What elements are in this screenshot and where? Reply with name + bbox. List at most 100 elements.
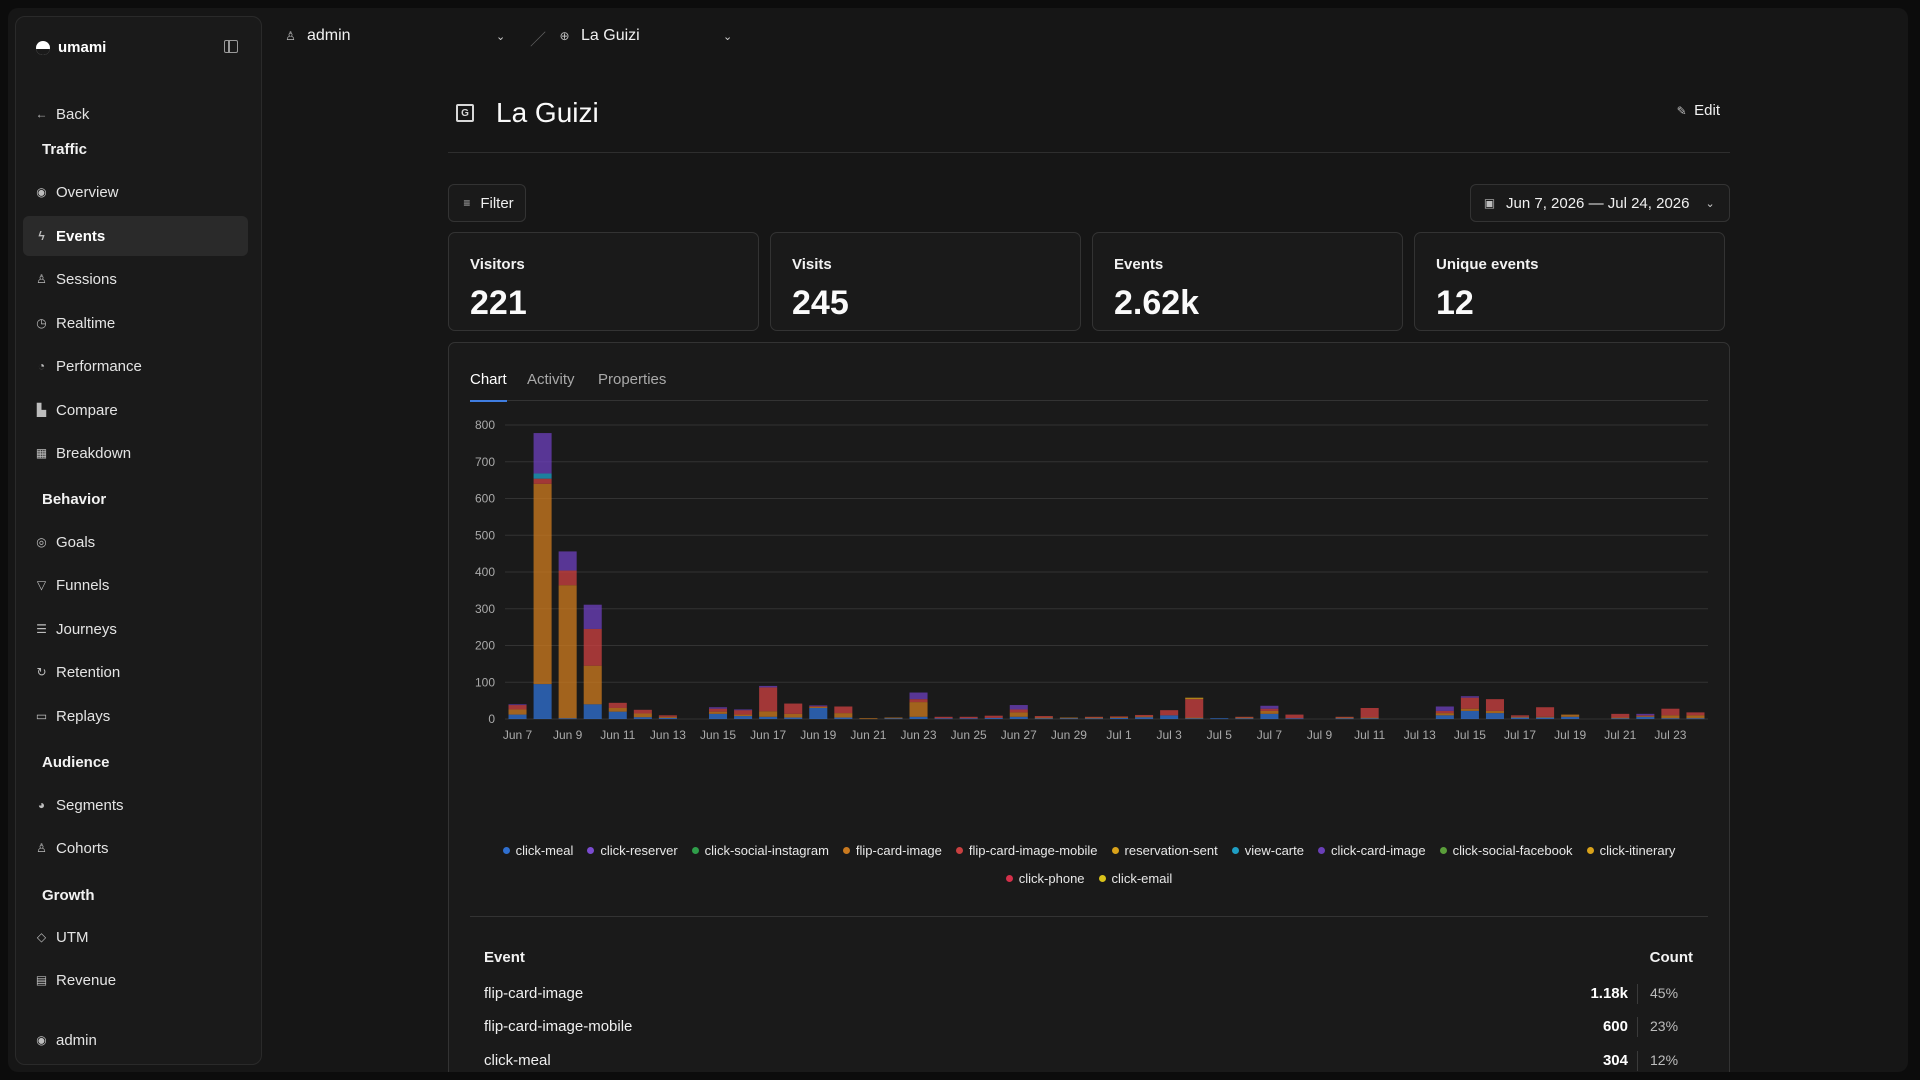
sidebar-item-compare[interactable]: ▙ Compare [23, 390, 248, 430]
bar-segment-click-meal[interactable] [1034, 718, 1053, 720]
site-selector[interactable]: ⊕ La Guizi [558, 18, 639, 54]
bar-segment-click-meal[interactable] [1210, 718, 1229, 720]
bar-segment-flip-card-image-mobile[interactable] [1611, 713, 1630, 718]
bar-segment-click-meal[interactable] [1059, 718, 1078, 720]
bar-segment-flip-card-image-mobile[interactable] [1511, 715, 1530, 717]
bar-segment-click-card-image[interactable] [533, 433, 552, 474]
bar-segment-flip-card-image[interactable] [884, 717, 903, 719]
legend-item-click-meal[interactable]: click-meal [502, 841, 573, 859]
bar-segment-click-meal[interactable] [1335, 718, 1354, 720]
bar-segment-flip-card-image-mobile[interactable] [583, 628, 602, 666]
bar-segment-flip-card-image[interactable] [633, 713, 652, 718]
legend-item-click-social-instagram[interactable]: click-social-instagram [691, 841, 829, 859]
bar-segment-click-meal[interactable] [583, 704, 602, 719]
team-selector[interactable]: ♙ admin [284, 18, 350, 54]
bar-segment-flip-card-image[interactable] [759, 711, 778, 717]
bar-segment-click-meal[interactable] [709, 713, 728, 719]
bar-segment-flip-card-image-mobile[interactable] [784, 703, 803, 714]
bar-segment-click-card-image[interactable] [809, 705, 828, 707]
bar-segment-click-meal[interactable] [809, 707, 828, 719]
bar-segment-flip-card-image-mobile[interactable] [533, 478, 552, 484]
bar-segment-flip-card-image-mobile[interactable] [734, 710, 753, 715]
bar-segment-flip-card-image[interactable] [784, 713, 803, 718]
bar-segment-flip-card-image[interactable] [1110, 717, 1129, 718]
legend-item-flip-card-image-mobile[interactable]: flip-card-image-mobile [955, 841, 1098, 859]
bar-segment-flip-card-image[interactable] [859, 718, 878, 720]
bar-segment-flip-card-image[interactable] [1686, 715, 1705, 719]
bar-segment-flip-card-image-mobile[interactable] [959, 716, 978, 719]
brand-logo[interactable]: umami [36, 39, 106, 56]
bar-segment-flip-card-image[interactable] [809, 706, 828, 708]
bar-segment-flip-card-image[interactable] [1135, 716, 1154, 718]
bar-segment-flip-card-image-mobile[interactable] [1435, 710, 1454, 714]
chevron-down-icon[interactable]: ⌄ [496, 31, 506, 43]
bar-segment-flip-card-image[interactable] [608, 707, 627, 712]
date-range-picker[interactable]: ▣ Jun 7, 2026 — Jul 24, 2026 ⌄ [1470, 184, 1730, 222]
legend-item-click-social-facebook[interactable]: click-social-facebook [1439, 841, 1573, 859]
bar-segment-click-meal[interactable] [1561, 716, 1580, 719]
bar-segment-click-card-image[interactable] [909, 692, 928, 700]
bar-segment-click-meal[interactable] [633, 717, 652, 719]
sidebar-item-segments[interactable]: ◕ Segments [23, 785, 248, 825]
bar-segment-flip-card-image[interactable] [1536, 716, 1555, 718]
bar-segment-click-meal[interactable] [658, 717, 677, 719]
bar-segment-click-card-image[interactable] [1260, 705, 1279, 709]
bar-segment-flip-card-image[interactable] [834, 713, 853, 718]
bar-segment-click-meal[interactable] [834, 717, 853, 719]
bar-segment-flip-card-image-mobile[interactable] [1360, 707, 1379, 718]
sidebar-item-revenue[interactable]: ▤ Revenue [23, 960, 248, 1000]
bar-segment-flip-card-image[interactable] [1084, 717, 1103, 719]
bar-segment-click-card-image[interactable] [1435, 706, 1454, 711]
tab-properties[interactable]: Properties [598, 371, 667, 388]
bar-segment-click-meal[interactable] [1661, 718, 1680, 720]
bar-segment-click-meal[interactable] [984, 717, 1003, 719]
bar-segment-flip-card-image-mobile[interactable] [1009, 709, 1028, 713]
bar-segment-flip-card-image-mobile[interactable] [1536, 707, 1555, 717]
bar-segment-flip-card-image-mobile[interactable] [909, 699, 928, 703]
sidebar-item-funnels[interactable]: ▽ Funnels [23, 565, 248, 605]
chevron-down-icon[interactable]: ⌄ [723, 31, 733, 43]
bar-segment-flip-card-image-mobile[interactable] [1235, 716, 1254, 718]
bar-segment-flip-card-image-mobile[interactable] [633, 709, 652, 714]
bar-segment-click-meal[interactable] [884, 718, 903, 720]
bar-segment-flip-card-image-mobile[interactable] [1485, 699, 1504, 711]
bar-segment-click-meal[interactable] [1360, 718, 1379, 720]
bar-segment-flip-card-image[interactable] [1335, 717, 1354, 719]
bar-segment-flip-card-image[interactable] [709, 711, 728, 714]
bar-segment-flip-card-image[interactable] [1661, 715, 1680, 719]
bar-segment-click-meal[interactable] [558, 718, 577, 720]
bar-segment-click-meal[interactable] [1009, 716, 1028, 719]
bar-segment-flip-card-image[interactable] [1235, 717, 1254, 719]
bar-segment-flip-card-image-mobile[interactable] [1160, 710, 1179, 716]
bar-segment-flip-card-image-mobile[interactable] [1260, 708, 1279, 711]
sidebar-item-sessions[interactable]: ♙ Sessions [23, 259, 248, 299]
bar-segment-flip-card-image-mobile[interactable] [709, 708, 728, 712]
bar-segment-reservation-sent[interactable] [1185, 697, 1204, 700]
edit-button[interactable]: ✎ Edit [1675, 102, 1720, 119]
bar-segment-click-meal[interactable] [1435, 715, 1454, 719]
sidebar-item-performance[interactable]: ◔ Performance [23, 346, 248, 386]
bar-segment-click-meal[interactable] [759, 716, 778, 719]
sidebar-item-replays[interactable]: ▭ Replays [23, 696, 248, 736]
bar-segment-click-meal[interactable] [608, 711, 627, 719]
sidebar-item-utm[interactable]: ◇ UTM [23, 917, 248, 957]
bar-segment-flip-card-image-mobile[interactable] [1034, 716, 1053, 718]
filter-button[interactable]: ≡ Filter [448, 184, 526, 222]
sidebar-item-goals[interactable]: ◎ Goals [23, 522, 248, 562]
bar-segment-flip-card-image[interactable] [1460, 708, 1479, 711]
bar-segment-click-meal[interactable] [1084, 718, 1103, 720]
bar-segment-click-meal[interactable] [1235, 718, 1254, 720]
bar-segment-flip-card-image-mobile[interactable] [558, 570, 577, 586]
bar-segment-flip-card-image[interactable] [1059, 717, 1078, 719]
bar-segment-flip-card-image[interactable] [583, 665, 602, 705]
bar-segment-flip-card-image-mobile[interactable] [1135, 714, 1154, 717]
bar-segment-flip-card-image[interactable] [1360, 717, 1379, 719]
legend-item-click-card-image[interactable]: click-card-image [1317, 841, 1426, 859]
bar-segment-flip-card-image[interactable] [909, 702, 928, 717]
bar-segment-flip-card-image-mobile[interactable] [1686, 712, 1705, 716]
legend-item-click-itinerary[interactable]: click-itinerary [1586, 841, 1675, 859]
tab-activity[interactable]: Activity [527, 371, 575, 388]
table-row[interactable]: flip-card-image 1.18k 45% [484, 984, 1694, 1015]
bar-segment-flip-card-image[interactable] [1034, 717, 1053, 719]
bar-segment-flip-card-image-mobile[interactable] [1335, 716, 1354, 718]
